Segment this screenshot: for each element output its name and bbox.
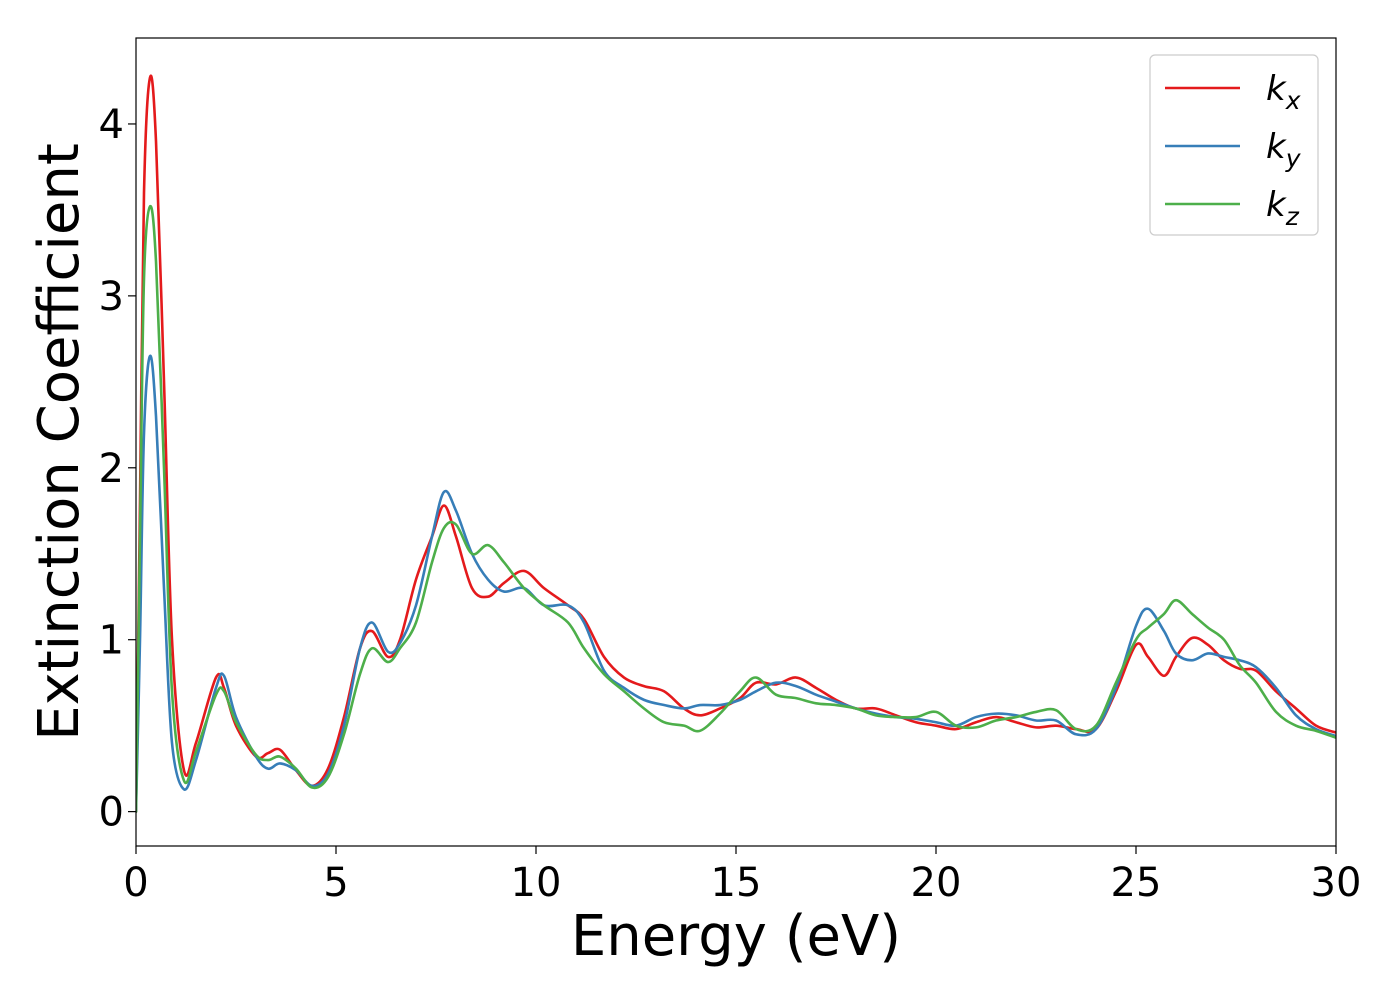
series-line-k-z bbox=[136, 204, 1336, 813]
series-layer bbox=[136, 74, 1336, 813]
x-tick-label: 30 bbox=[1311, 860, 1362, 906]
legend-label-base: k bbox=[1266, 69, 1287, 109]
y-tick-label: 1 bbox=[99, 618, 124, 664]
legend-label: ky bbox=[1266, 127, 1302, 173]
y-tick-label: 0 bbox=[99, 790, 124, 836]
x-tick-label: 20 bbox=[911, 860, 962, 906]
legend-label: kx bbox=[1266, 69, 1301, 115]
x-axis-title: Energy (eV) bbox=[571, 904, 901, 969]
y-tick-label: 2 bbox=[99, 446, 124, 492]
series-line-k-y bbox=[136, 354, 1336, 813]
legend-label-subscript: y bbox=[1285, 144, 1302, 173]
legend-label-subscript: z bbox=[1285, 202, 1300, 231]
x-tick-label: 10 bbox=[511, 860, 562, 906]
legend-label-base: k bbox=[1266, 185, 1287, 225]
x-tick-label: 25 bbox=[1111, 860, 1162, 906]
x-axis: 0 5 10 15 20 25 30 bbox=[123, 846, 1361, 906]
legend-label-subscript: x bbox=[1285, 86, 1301, 115]
x-tick-label: 15 bbox=[711, 860, 762, 906]
x-tick-label: 5 bbox=[323, 860, 348, 906]
legend-label: kz bbox=[1266, 185, 1300, 231]
x-tick-label: 0 bbox=[123, 860, 148, 906]
y-axis: 0 1 2 3 4 bbox=[99, 102, 136, 836]
y-tick-label: 4 bbox=[99, 102, 124, 148]
legend-label-base: k bbox=[1266, 127, 1287, 167]
y-axis-title: Extinction Coefficient bbox=[27, 143, 92, 741]
y-tick-label: 3 bbox=[99, 274, 124, 320]
